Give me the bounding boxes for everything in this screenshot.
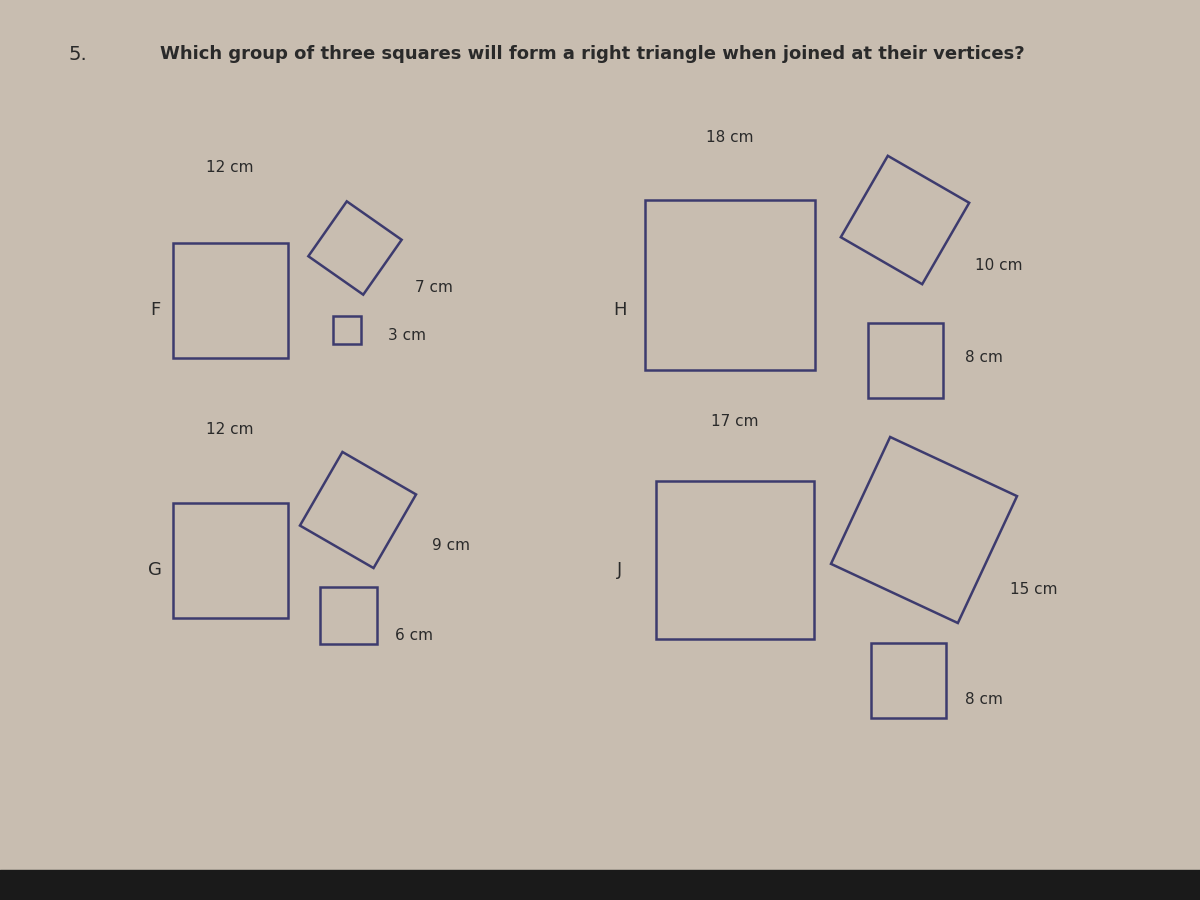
Text: 5.: 5.	[68, 45, 86, 64]
Text: 12 cm: 12 cm	[206, 160, 253, 176]
Text: 17 cm: 17 cm	[712, 415, 758, 429]
Text: Which group of three squares will form a right triangle when joined at their ver: Which group of three squares will form a…	[160, 45, 1025, 63]
Text: H: H	[613, 301, 626, 319]
Text: 9 cm: 9 cm	[432, 537, 470, 553]
Text: 6 cm: 6 cm	[395, 627, 433, 643]
Text: 7 cm: 7 cm	[415, 281, 452, 295]
Text: 15 cm: 15 cm	[1010, 582, 1057, 598]
Text: G: G	[148, 561, 162, 579]
Text: 10 cm: 10 cm	[974, 257, 1022, 273]
Text: J: J	[617, 561, 623, 579]
Text: 8 cm: 8 cm	[965, 692, 1003, 707]
Text: 8 cm: 8 cm	[965, 350, 1003, 365]
Text: 3 cm: 3 cm	[388, 328, 426, 344]
Text: 12 cm: 12 cm	[206, 422, 253, 437]
Text: 18 cm: 18 cm	[707, 130, 754, 146]
Text: F: F	[150, 301, 160, 319]
